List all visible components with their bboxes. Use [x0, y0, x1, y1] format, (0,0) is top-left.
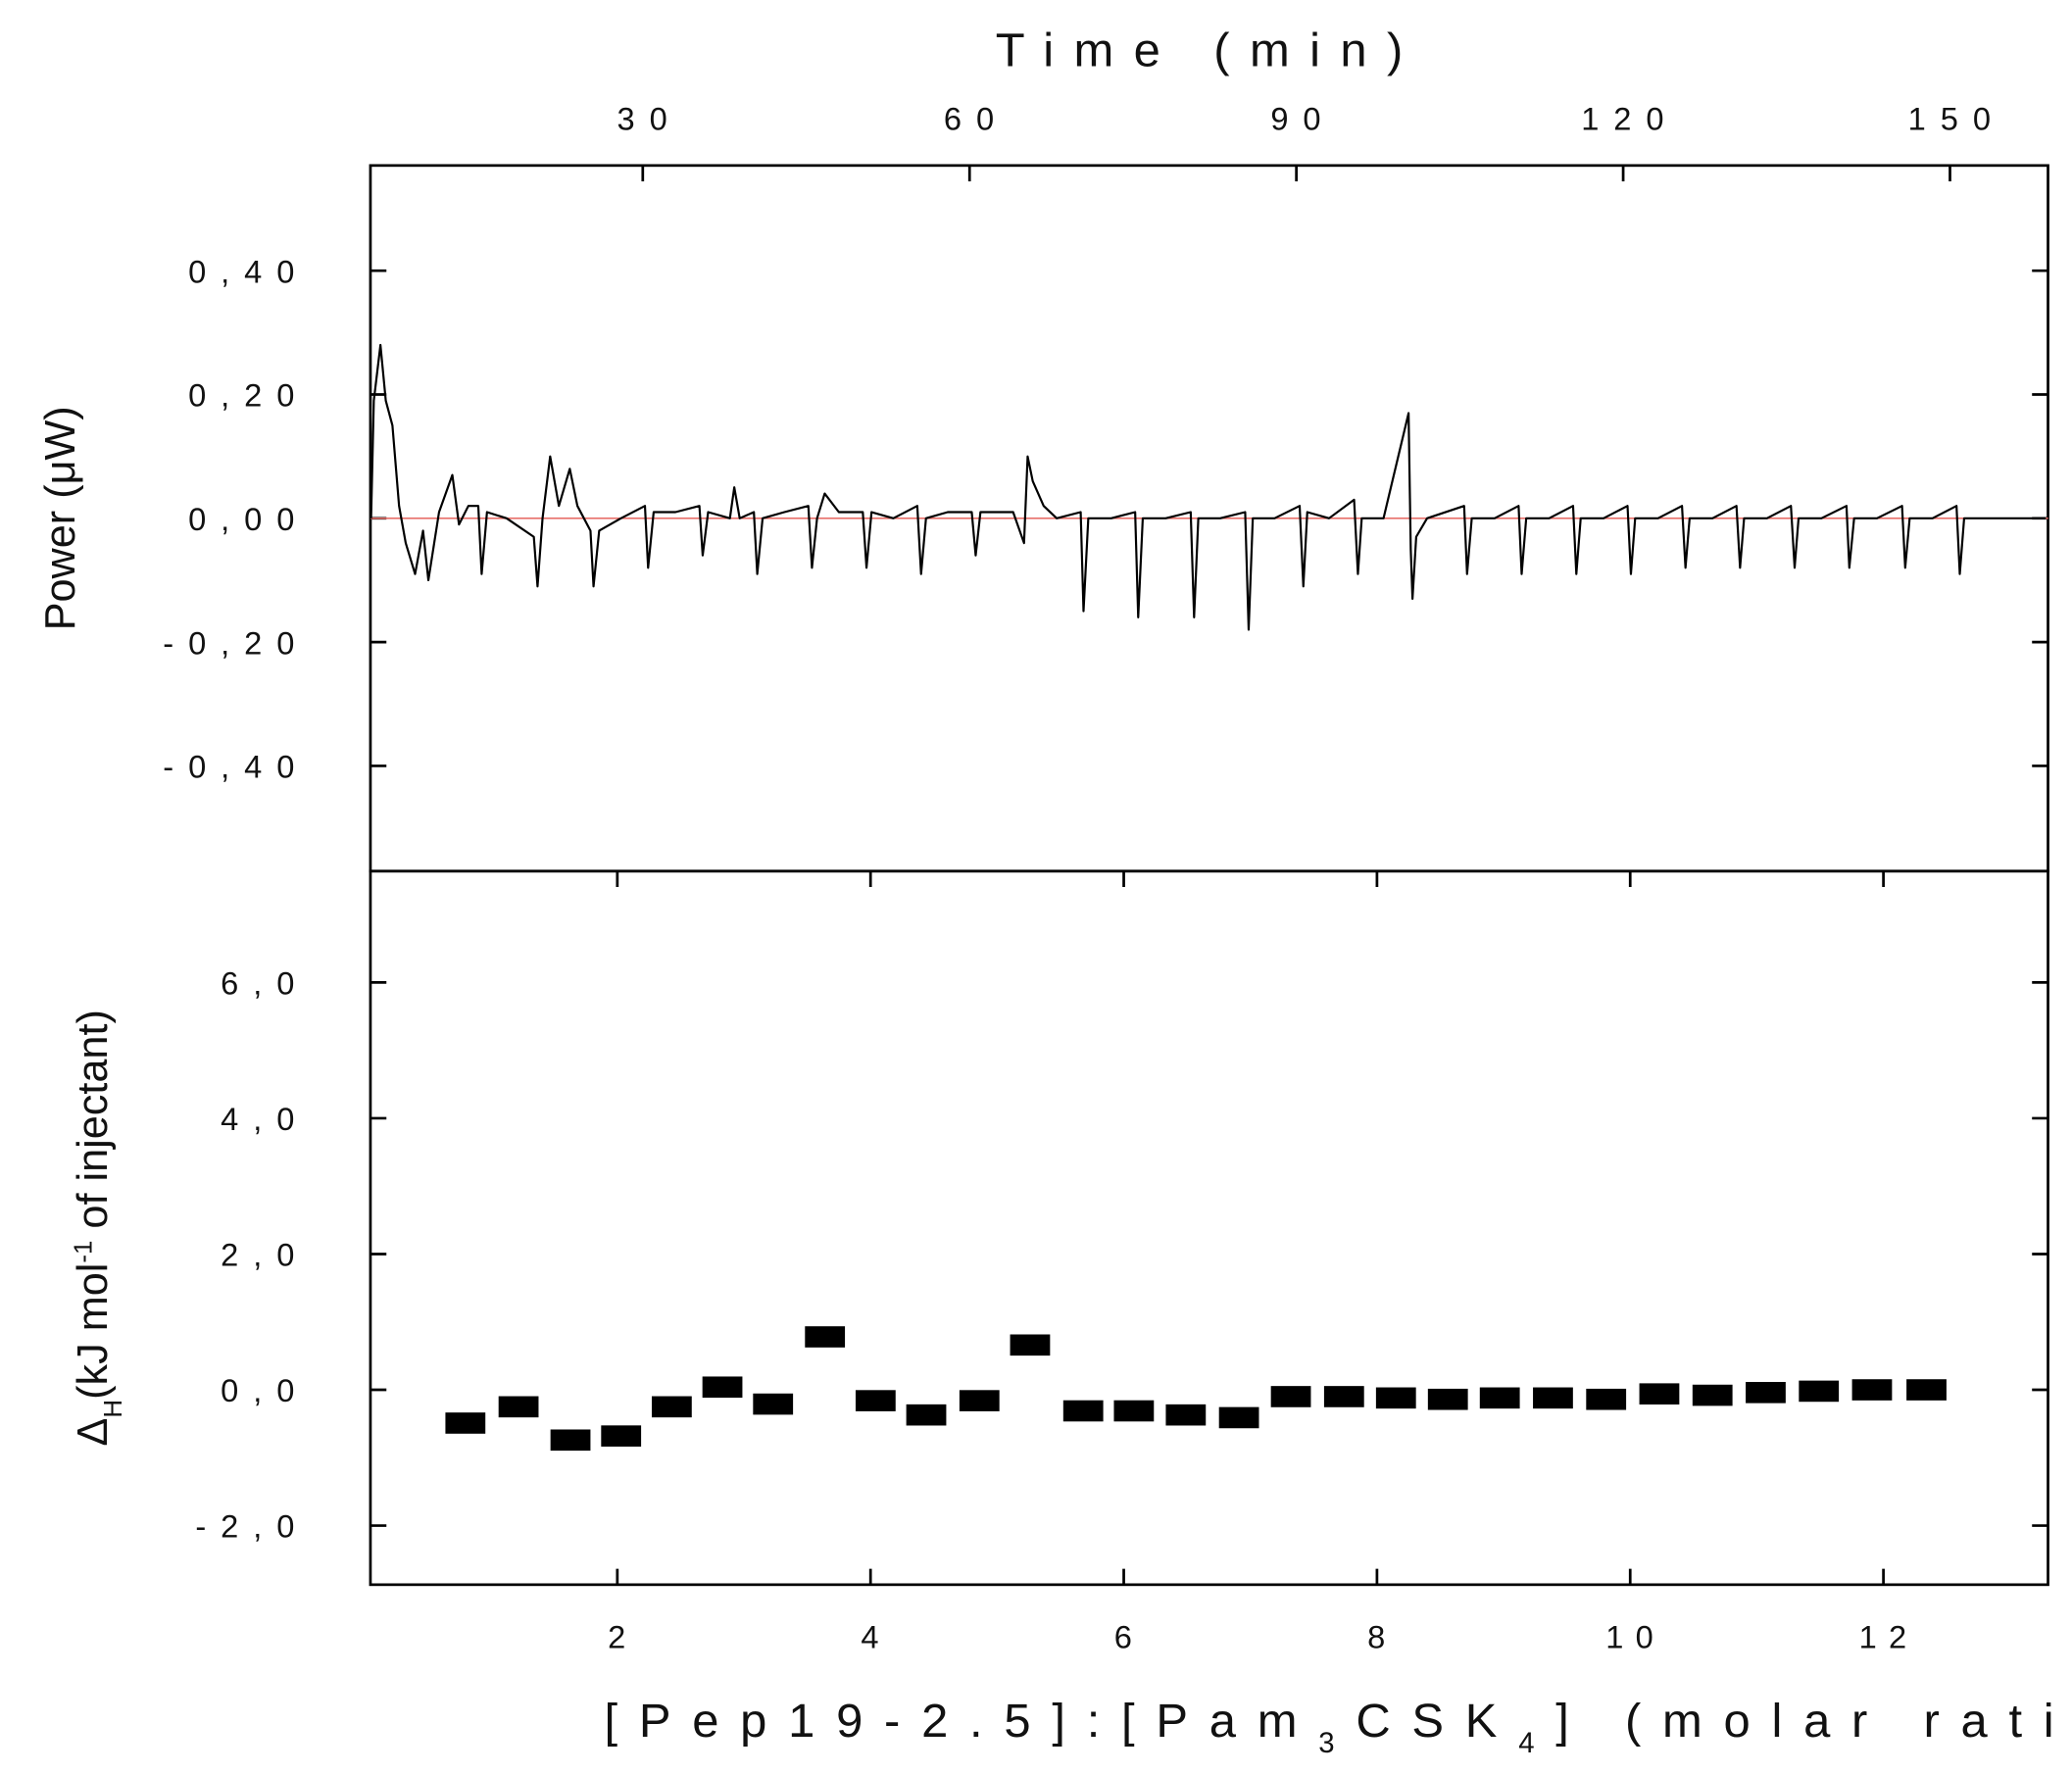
y-tick-label: 0,00	[188, 502, 309, 537]
data-point	[498, 1396, 539, 1418]
x-tick-label: 4	[861, 1620, 890, 1655]
label-part: of injectant)	[70, 1010, 117, 1240]
label-part: H	[98, 1400, 127, 1418]
label-part: [Pep19-2.5]:[Pam	[604, 1695, 1318, 1748]
data-point	[1906, 1379, 1947, 1401]
data-point	[959, 1390, 1000, 1411]
x-axis-title: Time (min)	[996, 25, 1423, 77]
plot-frame	[369, 869, 2049, 1587]
data-point	[1799, 1380, 1840, 1403]
data-point	[550, 1429, 591, 1452]
data-point	[1323, 1386, 1364, 1407]
data-line	[370, 343, 2047, 631]
x-tick-label: 90	[1270, 101, 1335, 136]
x-tick-label: 150	[1908, 101, 2005, 136]
data-point	[1586, 1388, 1627, 1410]
label-part: -1	[69, 1241, 98, 1263]
x-tick-label: 30	[617, 101, 681, 136]
data-point	[1218, 1406, 1259, 1429]
y-tick-label: 0,0	[221, 1373, 309, 1408]
data-point	[1010, 1334, 1051, 1356]
x-tick-label: 2	[608, 1620, 637, 1655]
data-point	[702, 1376, 743, 1399]
data-point	[1851, 1379, 1893, 1401]
data-point	[1375, 1387, 1416, 1409]
label-part: ] (molar ratio)	[1555, 1695, 2072, 1748]
data-point	[1479, 1387, 1520, 1409]
x-tick-label: 10	[1605, 1620, 1665, 1655]
y-tick-label: -0,40	[163, 750, 309, 785]
label-part: 3	[1318, 1728, 1356, 1759]
label-part: Δ	[70, 1418, 117, 1447]
y-tick-label: 0,40	[188, 254, 309, 289]
x-axis-title: [Pep19-2.5]:[Pam3CSK4] (molar ratio)	[604, 1695, 2072, 1759]
y-axis-title: Power (μW)	[37, 406, 84, 630]
label-part: 4	[1518, 1728, 1555, 1759]
data-point	[1165, 1404, 1207, 1426]
y-tick-label: 0,20	[188, 378, 309, 414]
x-tick-label: 12	[1859, 1620, 1919, 1655]
y-tick-label: -2,0	[195, 1509, 309, 1545]
y-axis-title: ΔH(kJ mol-1 of injectant)	[69, 1010, 127, 1446]
data-point	[1427, 1388, 1468, 1410]
data-point	[1746, 1381, 1786, 1404]
label-part: (kJ mol	[70, 1263, 117, 1400]
y-tick-label: -0,20	[163, 625, 309, 661]
x-tick-label: 60	[944, 101, 1009, 136]
data-point	[1533, 1387, 1573, 1409]
y-tick-label: 2,0	[221, 1238, 309, 1273]
data-point	[855, 1390, 896, 1411]
data-point	[1062, 1400, 1104, 1422]
data-point	[601, 1425, 642, 1447]
data-point	[753, 1393, 794, 1415]
y-tick-label: 6,0	[221, 966, 309, 1002]
x-tick-label: 8	[1367, 1620, 1397, 1655]
data-point	[1639, 1383, 1680, 1404]
x-tick-label: 120	[1581, 101, 1678, 136]
data-point	[651, 1396, 692, 1418]
data-point	[1113, 1400, 1155, 1422]
data-point	[1692, 1384, 1733, 1406]
label-part: CSK	[1356, 1695, 1518, 1748]
data-point	[445, 1412, 486, 1434]
y-tick-label: 4,0	[221, 1102, 309, 1137]
x-tick-label: 6	[1114, 1620, 1144, 1655]
data-point	[805, 1326, 846, 1348]
data-point	[906, 1404, 947, 1426]
data-point	[1270, 1386, 1311, 1407]
